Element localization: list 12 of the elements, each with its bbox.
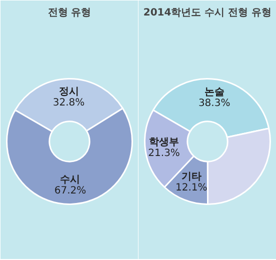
data-label: 38.3% — [198, 98, 230, 110]
slice-label: 논술 — [204, 87, 224, 98]
slice-label: 수시 — [60, 174, 80, 186]
chart-title: 2014학년도 수시 전형 유형 — [143, 8, 272, 18]
data-label: 12.1% — [175, 182, 208, 194]
slice-label: 학생부 — [149, 136, 180, 148]
data-label: 32.8% — [52, 98, 85, 109]
data-label: 21.3% — [148, 148, 180, 159]
data-label: 67.2% — [54, 185, 86, 196]
slice-label: 정시 — [58, 86, 79, 98]
chart-title: 전형 유형 — [48, 8, 92, 18]
slice-label: 기타 — [181, 171, 202, 182]
